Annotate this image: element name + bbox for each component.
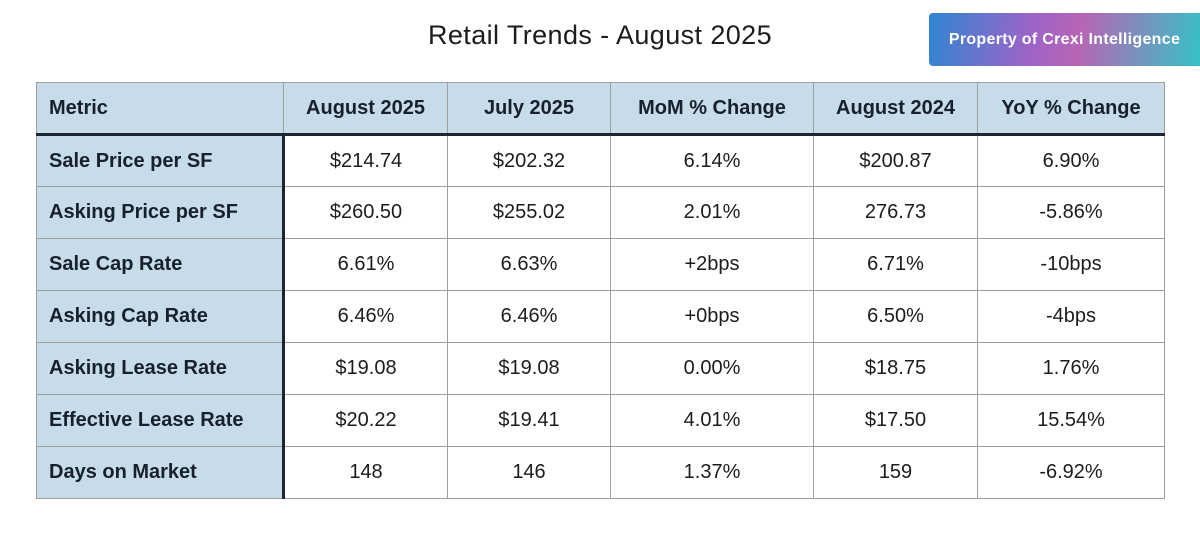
table-cell: 146: [447, 446, 611, 499]
table-cell: 1.76%: [977, 342, 1165, 395]
row-label-sale-cap-rate: Sale Cap Rate: [36, 238, 285, 291]
table-row-asking-cap-rate: Asking Cap Rate 6.46% 6.46% +0bps 6.50% …: [36, 290, 1165, 343]
table-cell: $214.74: [283, 134, 448, 187]
table-cell: 276.73: [813, 186, 978, 239]
col-header-yoy-change: YoY % Change: [977, 82, 1165, 136]
table-cell: $200.87: [813, 134, 978, 187]
col-header-mom-change: MoM % Change: [610, 82, 814, 136]
row-label-sale-price-per-sf: Sale Price per SF: [36, 134, 285, 187]
col-header-metric: Metric: [36, 82, 284, 136]
table-cell: -6.92%: [977, 446, 1165, 499]
table-cell: -5.86%: [977, 186, 1165, 239]
table-cell: 159: [813, 446, 978, 499]
table-cell: 6.71%: [813, 238, 978, 291]
table-cell: $260.50: [283, 186, 448, 239]
retail-trends-table: Metric August 2025 July 2025 MoM % Chang…: [36, 82, 1165, 499]
table-cell: +0bps: [610, 290, 814, 343]
table-cell: 6.63%: [447, 238, 611, 291]
table-cell: $17.50: [813, 394, 978, 447]
table-cell: +2bps: [610, 238, 814, 291]
table-cell: 148: [283, 446, 448, 499]
table-row-asking-price-per-sf: Asking Price per SF $260.50 $255.02 2.01…: [36, 186, 1165, 239]
row-label-effective-lease-rate: Effective Lease Rate: [36, 394, 285, 447]
table-cell: 6.90%: [977, 134, 1165, 187]
table-cell: 15.54%: [977, 394, 1165, 447]
row-label-days-on-market: Days on Market: [36, 446, 285, 499]
col-header-august-2024: August 2024: [813, 82, 978, 136]
badge-label: Property of Crexi Intelligence: [948, 30, 1181, 48]
col-header-august-2025: August 2025: [283, 82, 448, 136]
table-cell: 6.14%: [610, 134, 814, 187]
table-cell: 4.01%: [610, 394, 814, 447]
table-cell: $20.22: [283, 394, 448, 447]
table-cell: 1.37%: [610, 446, 814, 499]
table-cell: $19.08: [283, 342, 448, 395]
table-cell: -4bps: [977, 290, 1165, 343]
table-cell: $19.41: [447, 394, 611, 447]
table-row-sale-cap-rate: Sale Cap Rate 6.61% 6.63% +2bps 6.71% -1…: [36, 238, 1165, 291]
table-cell: 2.01%: [610, 186, 814, 239]
table-cell: $19.08: [447, 342, 611, 395]
row-label-asking-price-per-sf: Asking Price per SF: [36, 186, 285, 239]
table-cell: -10bps: [977, 238, 1165, 291]
table-row-sale-price-per-sf: Sale Price per SF $214.74 $202.32 6.14% …: [36, 134, 1165, 187]
table-cell: $202.32: [447, 134, 611, 187]
row-label-asking-cap-rate: Asking Cap Rate: [36, 290, 285, 343]
table-cell: 6.61%: [283, 238, 448, 291]
crexi-intelligence-badge: Property of Crexi Intelligence: [929, 13, 1200, 66]
table-row-effective-lease-rate: Effective Lease Rate $20.22 $19.41 4.01%…: [36, 394, 1165, 447]
header-row: Metric August 2025 July 2025 MoM % Chang…: [36, 82, 1165, 136]
col-header-july-2025: July 2025: [447, 82, 611, 136]
table-row-days-on-market: Days on Market 148 146 1.37% 159 -6.92%: [36, 446, 1165, 499]
table-cell: 6.50%: [813, 290, 978, 343]
table-row-asking-lease-rate: Asking Lease Rate $19.08 $19.08 0.00% $1…: [36, 342, 1165, 395]
table-cell: 0.00%: [610, 342, 814, 395]
row-label-asking-lease-rate: Asking Lease Rate: [36, 342, 285, 395]
table-cell: 6.46%: [447, 290, 611, 343]
table-cell: $255.02: [447, 186, 611, 239]
table-cell: 6.46%: [283, 290, 448, 343]
page-title: Retail Trends - August 2025: [427, 20, 772, 50]
table-cell: $18.75: [813, 342, 978, 395]
